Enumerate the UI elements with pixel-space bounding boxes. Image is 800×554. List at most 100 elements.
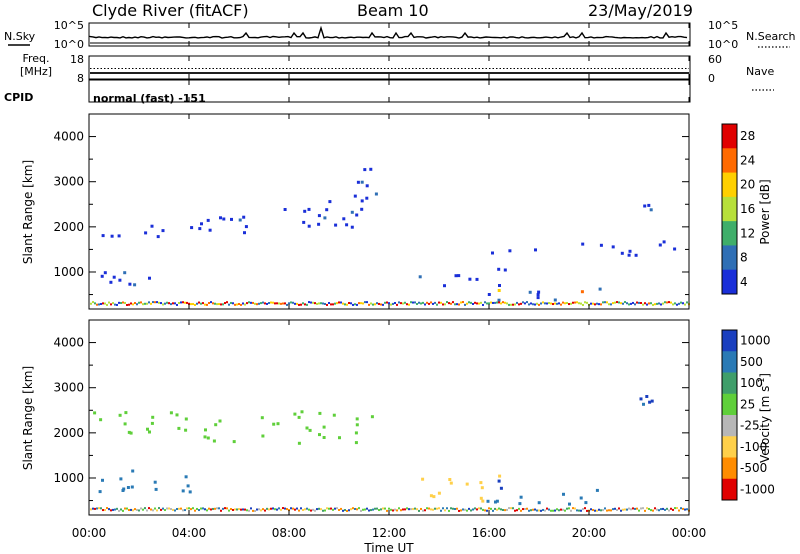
ground-scatter-cell: [270, 301, 272, 304]
ground-scatter-cell: [218, 507, 220, 510]
ground-scatter-cell: [296, 302, 298, 305]
echo-cell: [334, 223, 338, 227]
ground-scatter-cell: [454, 508, 456, 511]
echo-cell: [121, 489, 125, 492]
echo-cell: [103, 271, 107, 275]
echo-cell: [219, 216, 222, 220]
ground-scatter-cell: [94, 302, 96, 305]
nsky-tick-bottom: 10^0: [54, 38, 84, 51]
echo-cell: [595, 488, 599, 492]
ground-scatter-cell: [654, 507, 656, 510]
ground-scatter-cell: [284, 507, 286, 510]
ground-scatter-cell: [624, 301, 626, 304]
ground-scatter-cell: [128, 303, 130, 306]
ground-scatter-cell: [160, 302, 162, 305]
ground-scatter-cell: [438, 507, 440, 510]
ground-scatter-cell: [502, 508, 504, 511]
echo-cell: [627, 253, 631, 257]
ground-scatter-cell: [582, 508, 584, 511]
ground-scatter-cell: [294, 302, 296, 305]
ground-scatter-cell: [160, 508, 162, 511]
ground-scatter-cell: [476, 302, 478, 305]
ground-scatter-cell: [408, 508, 410, 511]
ground-scatter-cell: [180, 301, 182, 304]
echo-cell: [497, 298, 501, 302]
ground-scatter-cell: [152, 509, 154, 512]
ground-scatter-cell: [634, 507, 636, 510]
power-colorbar-label: Power [dB]: [758, 179, 772, 244]
cpid-value: normal (fast) -151: [93, 92, 206, 105]
colorbar-tick-label: 100: [740, 376, 763, 390]
ground-scatter-cell: [456, 303, 458, 306]
ground-scatter-cell: [424, 509, 426, 512]
ground-scatter-cell: [524, 302, 526, 305]
echo-cell: [184, 475, 188, 479]
ground-scatter-cell: [490, 507, 492, 510]
ground-scatter-cell: [112, 508, 114, 511]
echo-cell: [421, 477, 425, 481]
ground-scatter-cell: [514, 509, 516, 512]
echo-cell: [200, 222, 203, 226]
ground-scatter-cell: [494, 507, 496, 510]
ground-scatter-cell: [630, 508, 632, 511]
ground-scatter-cell: [380, 303, 382, 306]
echo-cell: [365, 184, 369, 188]
power-colorbar: 28 24 20 16 12 8 4: [721, 123, 755, 295]
ground-scatter-cell: [472, 302, 474, 305]
ground-scatter-cell: [618, 301, 620, 304]
ground-scatter-cell: [162, 303, 164, 306]
ground-scatter-cell: [580, 509, 582, 512]
ground-scatter-cell: [170, 508, 172, 511]
ground-scatter-cell: [142, 303, 144, 306]
range-tick-label: 1000: [53, 471, 84, 485]
ground-scatter-cell: [382, 303, 384, 306]
ground-scatter-cell: [118, 301, 120, 304]
echo-cell: [634, 253, 638, 257]
velocity-colorbar-label: Velocity [m s-1]: [757, 373, 772, 463]
ground-scatter-cell: [608, 303, 610, 306]
ground-scatter-cell: [322, 509, 324, 512]
ground-scatter-cell: [644, 509, 646, 512]
ground-scatter-cell: [240, 508, 242, 511]
ground-scatter-cell: [126, 507, 128, 510]
echo-cell: [112, 275, 116, 279]
colorbar-frame: [721, 123, 738, 295]
ground-scatter-cell: [134, 302, 136, 305]
ground-scatter-cell: [128, 509, 130, 512]
ground-scatter-cell: [102, 302, 104, 305]
ground-scatter-cell: [620, 302, 622, 305]
ground-scatter-cell: [100, 507, 102, 510]
power-data: [90, 167, 690, 306]
ground-scatter-cell: [178, 301, 180, 304]
echo-cell: [611, 245, 615, 249]
colorbar-swatch: [722, 245, 737, 271]
echo-cell: [355, 423, 359, 427]
ground-scatter-cell: [200, 302, 202, 305]
ground-scatter-cell: [492, 301, 494, 304]
echo-cell: [300, 410, 304, 414]
ground-scatter-cell: [314, 509, 316, 512]
ground-scatter-cell: [626, 302, 628, 305]
time-tick-label: 12:00: [372, 526, 407, 540]
ground-scatter-cell: [144, 507, 146, 510]
ground-scatter-cell: [302, 509, 304, 512]
ground-scatter-cell: [420, 302, 422, 305]
echo-cell: [109, 280, 113, 284]
ground-scatter-cell: [406, 303, 408, 306]
ground-scatter-cell: [518, 303, 520, 306]
ground-scatter-cell: [414, 507, 416, 510]
echo-cell: [332, 413, 336, 417]
echo-cell: [363, 168, 367, 172]
echo-cell: [123, 422, 127, 426]
ground-scatter-cell: [326, 507, 328, 510]
ground-scatter-cell: [572, 301, 574, 304]
ground-scatter-cell: [248, 301, 250, 304]
ground-scatter-cell: [302, 302, 304, 305]
ground-scatter-cell: [680, 301, 682, 304]
colorbar-swatch: [722, 269, 737, 295]
echo-cell: [449, 481, 453, 485]
nave-label: Nave: [746, 65, 774, 78]
ground-scatter-cell: [176, 303, 178, 306]
ground-scatter-cell: [162, 507, 164, 510]
ground-scatter-cell: [342, 509, 344, 512]
